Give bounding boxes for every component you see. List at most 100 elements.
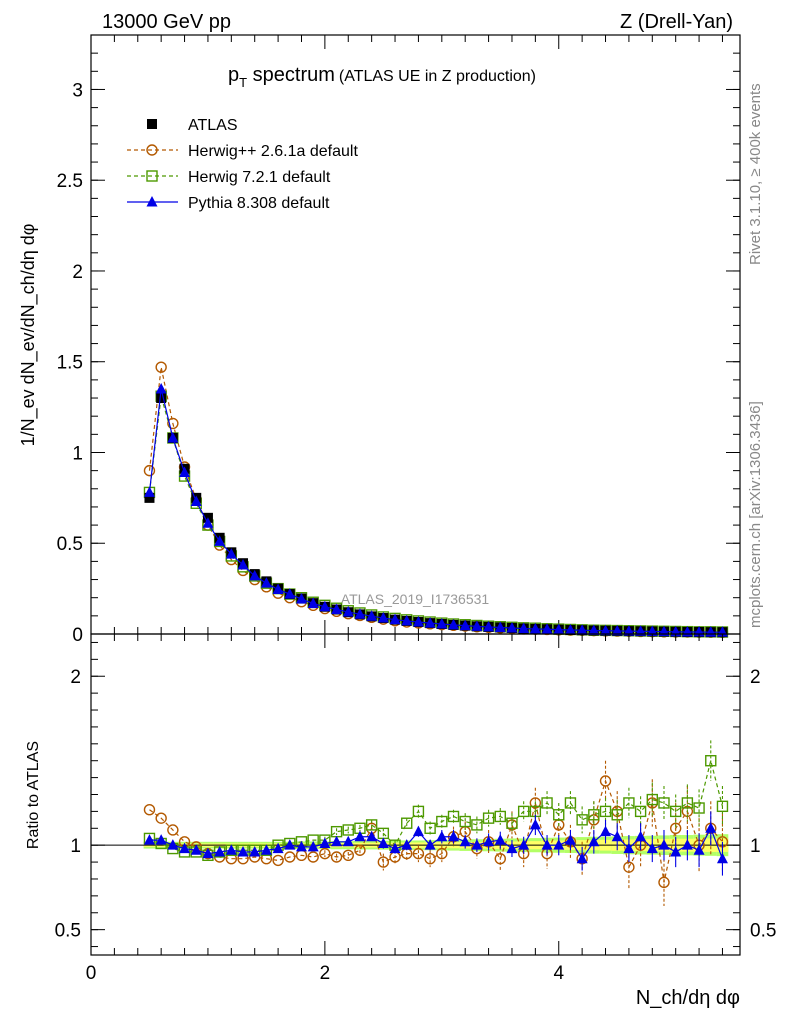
- main-title-small: (ATLAS UE in Z production): [339, 68, 536, 85]
- main-y-tick-label: 2.5: [57, 171, 83, 192]
- ratio-y-axis-label: Ratio to ATLAS: [25, 741, 42, 849]
- main-ticks: 0 0.5 1 1.5 2 2.5 3: [57, 34, 740, 646]
- main-point-pythia: [646, 625, 658, 636]
- ratio-point-herwig7: [482, 812, 495, 824]
- ratio-point-pythia: [424, 839, 436, 850]
- main-point-pythia: [611, 624, 623, 636]
- main-title: pT spectrum (ATLAS UE in Z production): [228, 64, 536, 90]
- ratio-series: [143, 740, 729, 907]
- ratio-point-herwig7: [342, 824, 354, 836]
- ratio-point-pythia: [366, 830, 378, 842]
- ratio-point-herwig_pp: [307, 851, 319, 863]
- main-title-p: p: [228, 64, 239, 86]
- main-point-pythia: [331, 603, 343, 614]
- main-point-pythia: [459, 619, 471, 631]
- ratio-point-herwig7: [424, 822, 436, 834]
- main-point-pythia: [155, 382, 167, 394]
- ratio-point-herwig7: [669, 805, 682, 818]
- ratio-point-pythia: [225, 844, 237, 855]
- legend-label-herwig_pp: Herwig++ 2.6.1a default: [188, 143, 358, 160]
- ratio-point-pythia: [716, 852, 728, 864]
- main-point-pythia: [541, 623, 553, 634]
- main-point-pythia: [143, 486, 155, 497]
- ratio-point-pythia: [143, 834, 155, 845]
- main-point-herwig_pp: [155, 361, 167, 373]
- main-point-pythia: [307, 597, 319, 609]
- ratio-point-herwig7: [693, 802, 705, 814]
- legend-item-pythia: Pythia 8.308 default: [127, 195, 330, 212]
- ratio-point-herwig7: [599, 805, 612, 818]
- ratio-point-herwig7: [681, 797, 694, 809]
- legend-marker-pythia: [146, 196, 158, 207]
- main-point-herwig_pp: [143, 464, 156, 477]
- ratio-point-pythia: [588, 835, 600, 847]
- ratio-point-herwig7: [401, 817, 413, 829]
- main-point-pythia: [319, 600, 331, 612]
- ratio-point-herwig7: [576, 814, 588, 826]
- ratio-point-pythia: [658, 839, 670, 850]
- ratio-point-pythia: [564, 834, 576, 845]
- ratio-point-pythia: [319, 837, 331, 848]
- ratio-point-herwig_pp: [330, 851, 343, 863]
- ratio-point-herwig_pp: [354, 844, 366, 856]
- legend-label-herwig7: Herwig 7.2.1 default: [188, 169, 331, 186]
- ratio-point-pythia: [483, 835, 495, 847]
- ratio-point-herwig7: [716, 800, 729, 813]
- ratio-point-pythia: [471, 839, 483, 850]
- ratio-point-herwig_pp: [377, 856, 390, 868]
- main-point-pythia: [483, 620, 495, 632]
- ratio-point-herwig7: [658, 797, 670, 809]
- ratio-point-pythia: [155, 834, 167, 845]
- main-point-pythia: [436, 618, 448, 629]
- main-point-pythia: [342, 606, 354, 617]
- ratio-point-herwig7: [436, 815, 448, 828]
- ratio-point-herwig_pp: [658, 876, 670, 889]
- ratio-point-herwig_pp: [284, 851, 296, 863]
- ratio-point-herwig7: [517, 805, 530, 818]
- ratio-point-herwig_pp: [669, 822, 682, 834]
- main-point-pythia: [284, 588, 296, 599]
- main-watermark: ATLAS_2019_I1736531: [341, 591, 490, 607]
- ratio-point-pythia: [307, 840, 319, 852]
- ratio-point-pythia: [646, 842, 658, 854]
- ratio-point-herwig7: [471, 819, 483, 831]
- ratio-point-pythia: [272, 842, 284, 854]
- main-y-axis-label: 1/N_ev dN_ev/dN_ch/dη dφ: [18, 224, 39, 447]
- ratio-line-herwig_pp: [149, 779, 723, 883]
- ratio-point-herwig7: [459, 815, 471, 828]
- main-point-pythia: [518, 622, 530, 634]
- ratio-point-herwig7: [588, 809, 600, 821]
- ratio-point-herwig_pp: [319, 847, 331, 860]
- main-point-pythia: [588, 624, 600, 636]
- main-point-pythia: [354, 608, 366, 619]
- main-point-pythia: [214, 535, 226, 546]
- main-y-tick-label: 0: [72, 625, 83, 646]
- header-right: Z (Drell-Yan): [620, 11, 733, 33]
- ratio-point-herwig7: [553, 809, 565, 821]
- ratio-point-pythia: [237, 845, 249, 857]
- main-point-pythia: [529, 622, 541, 634]
- ratio-point-herwig_pp: [155, 812, 167, 824]
- main-point-pythia: [471, 620, 483, 631]
- ratio-point-pythia: [611, 830, 623, 842]
- legend-item-atlas: ATLAS: [147, 117, 238, 134]
- main-point-pythia: [576, 624, 588, 635]
- ratio-point-herwig7: [705, 755, 717, 767]
- main-point-atlas: [144, 492, 155, 503]
- main-point-pythia: [600, 624, 612, 636]
- ratio-point-herwig7: [634, 805, 647, 818]
- ratio-point-pythia: [576, 852, 588, 864]
- header-left: 13000 GeV pp: [102, 11, 231, 33]
- ratio-point-herwig7: [412, 805, 425, 818]
- x-tick-label: 2: [320, 963, 331, 984]
- main-point-pythia: [506, 622, 518, 633]
- main-point-pythia: [167, 431, 179, 443]
- ratio-point-pythia: [249, 845, 261, 857]
- ratio-point-herwig_pp: [167, 824, 179, 836]
- ratio-point-herwig7: [611, 809, 623, 821]
- main-point-pythia: [249, 569, 261, 581]
- ratio-point-herwig7: [506, 817, 518, 829]
- ratio-series-pythia: [143, 811, 728, 876]
- x-axis-label: N_ch/dη dφ: [636, 987, 740, 1009]
